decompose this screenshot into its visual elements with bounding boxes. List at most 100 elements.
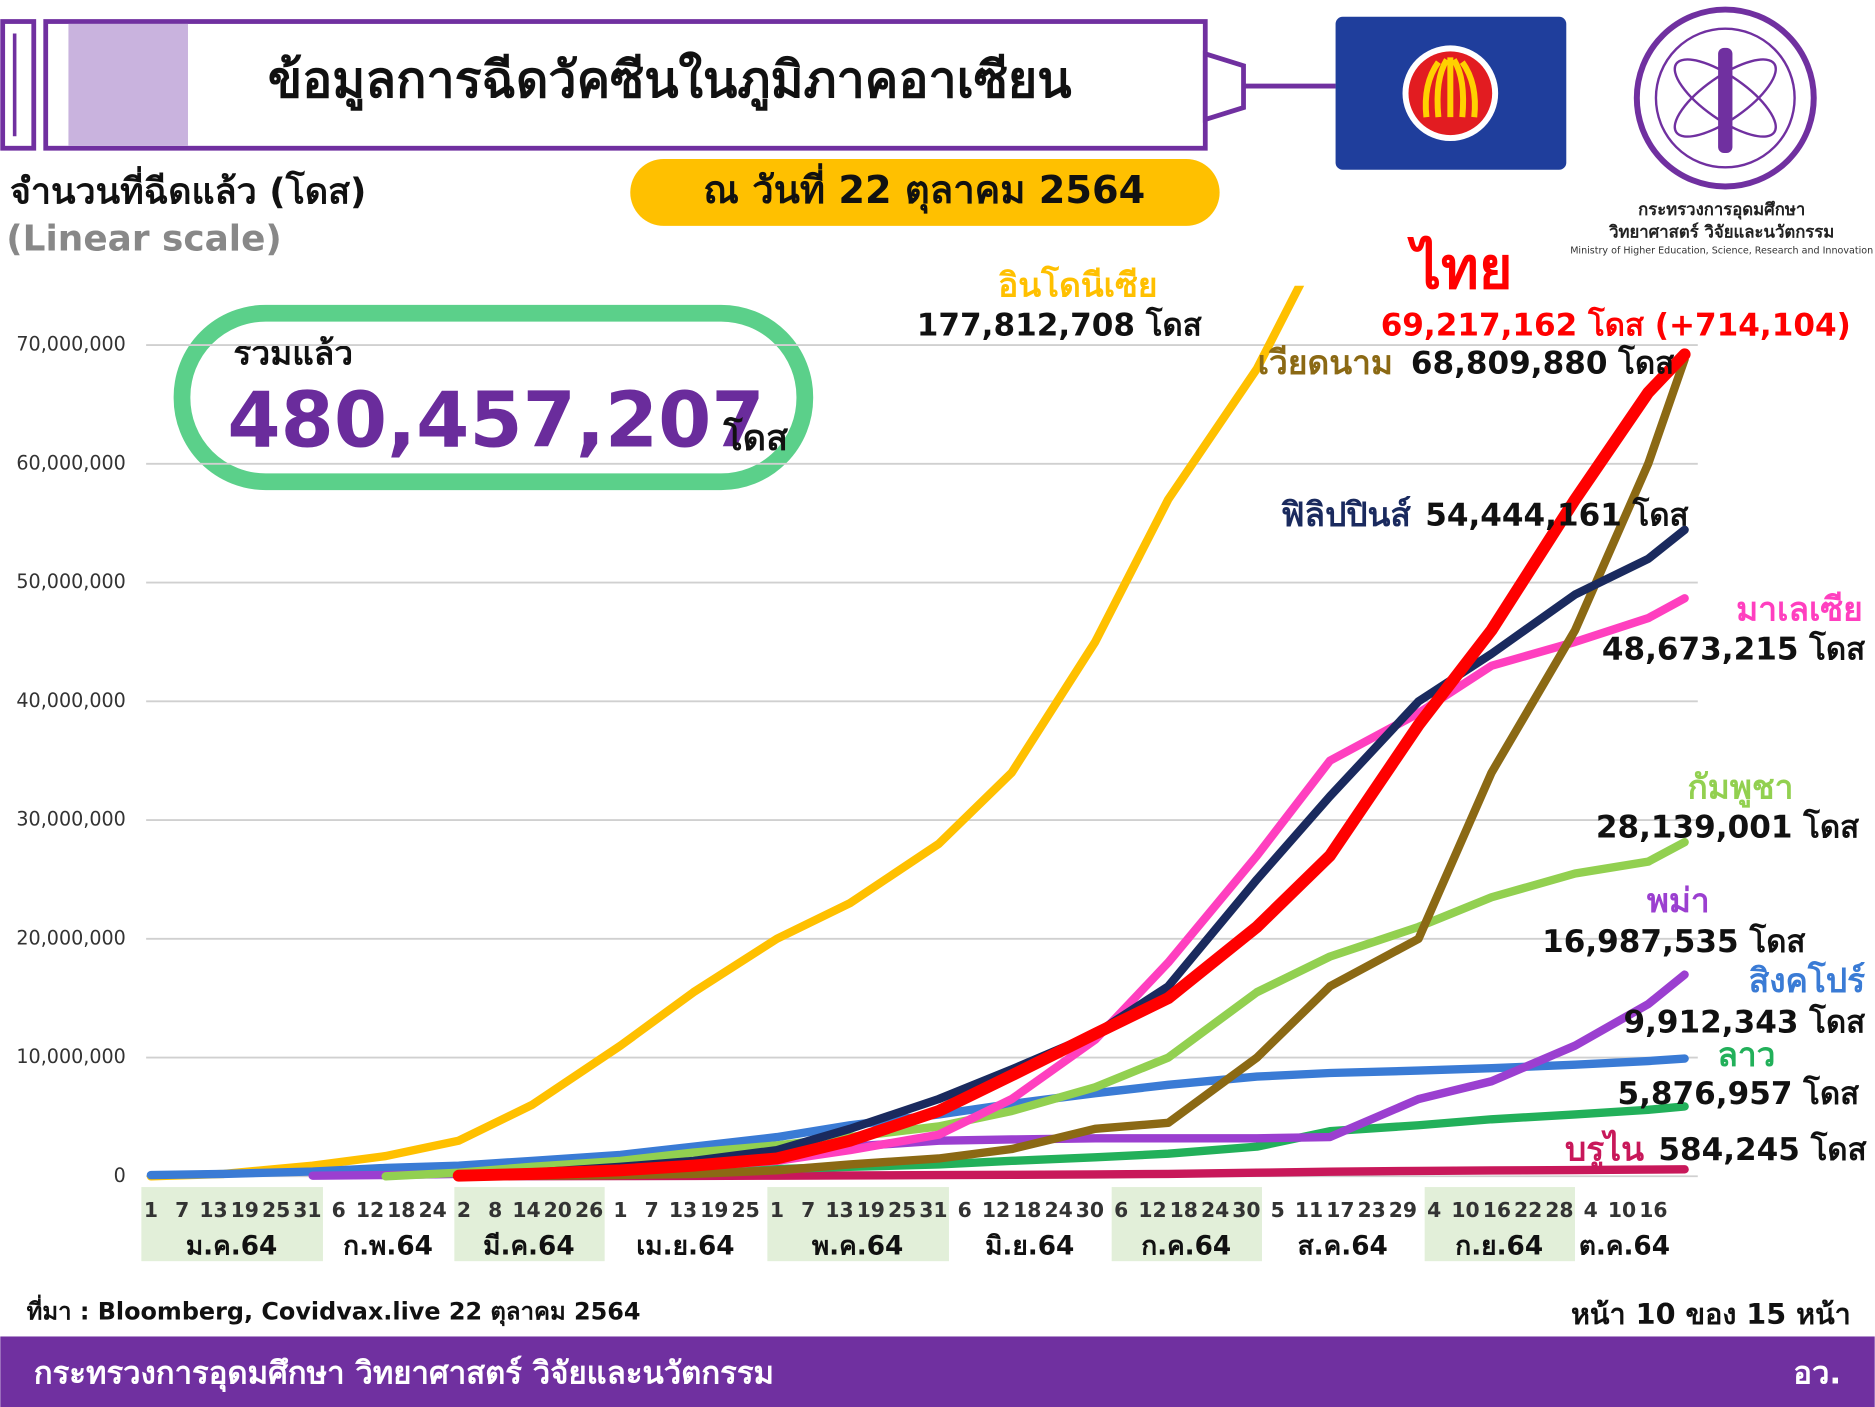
needle-base: [1202, 50, 1246, 123]
source: ที่มา : Bloomberg, Covidvax.live 22 ตุลา…: [27, 1295, 641, 1327]
month-label: มิ.ย.64: [985, 1231, 1074, 1261]
x-tick-label: 18: [1170, 1198, 1198, 1222]
y-tick-label: 20,000,000: [16, 926, 125, 949]
legend-label: สิงคโปร์: [1749, 961, 1865, 1000]
month-label: ต.ค.64: [1579, 1231, 1670, 1261]
x-tick-label: 10: [1451, 1198, 1479, 1222]
legend-label: อินโดนีเซีย: [998, 265, 1157, 304]
series-line: [527, 355, 1689, 1180]
month-shade: [454, 1187, 605, 1262]
x-tick-label: 28: [1545, 1198, 1573, 1222]
value-label: 28,139,001 โดส: [1596, 807, 1859, 845]
x-tick-label: 12: [982, 1198, 1010, 1222]
x-tick-label: 16: [1639, 1198, 1667, 1222]
barrel-fill: [68, 23, 188, 146]
plunger: [0, 19, 37, 151]
x-tick-label: 18: [387, 1198, 415, 1222]
logo-sword: [1718, 47, 1733, 154]
x-tick-label: 1: [770, 1198, 784, 1222]
x-tick-label: 31: [293, 1198, 321, 1222]
barrel: [43, 19, 1208, 151]
x-tick-label: 19: [857, 1198, 885, 1222]
x-tick-label: 19: [700, 1198, 728, 1222]
ministry-logo: [1633, 6, 1817, 190]
value-label: 584,245 โดส: [1658, 1130, 1866, 1168]
asean-flag: [1335, 16, 1567, 170]
x-tick-label: 4: [1584, 1198, 1598, 1222]
x-tick-label: 1: [144, 1198, 158, 1222]
x-tick-label: 23: [1357, 1198, 1385, 1222]
title: ข้อมูลการฉีดวัคซีนในภูมิภาคอาเซียน: [268, 50, 1072, 111]
month-shade: [767, 1187, 949, 1262]
x-tick-label: 24: [1201, 1198, 1229, 1222]
x-tick-label: 7: [801, 1198, 815, 1222]
x-tick-label: 25: [888, 1198, 916, 1222]
value-label: 69,217,162 โดส (+714,104): [1381, 305, 1851, 343]
x-tick-label: 6: [958, 1198, 972, 1222]
x-axis: 1 7 13 19 25 31ม.ค.646 12 18 24ก.พ.642 8 14 20 26มี.…: [141, 1187, 1670, 1262]
ministry-name-en: Ministry of Higher Education, Science, R…: [1570, 246, 1873, 257]
x-tick-label: 6: [332, 1198, 346, 1222]
month-label: ก.พ.64: [343, 1231, 433, 1261]
logo-orbit: [1673, 58, 1777, 138]
total-unit: โดส: [723, 416, 789, 459]
lines: [146, 285, 1691, 1182]
x-tick-label: 13: [669, 1198, 697, 1222]
value-label: 48,673,215 โดส: [1602, 629, 1865, 667]
x-tick-label: 4: [1427, 1198, 1441, 1222]
value-label: 54,444,161 โดส: [1425, 495, 1688, 533]
legend-label: เวียดนาม: [1258, 343, 1393, 382]
y-axis-label: จำนวนที่ฉีดแล้ว (โดส): [10, 166, 367, 213]
x-tick-label: 24: [1044, 1198, 1072, 1222]
syringe-banner: [0, 19, 1336, 151]
y-tick-label: 0: [114, 1164, 126, 1187]
y-tick-label: 10,000,000: [16, 1045, 125, 1068]
x-tick-label: 13: [825, 1198, 853, 1222]
ministry-name: กระทรวงการอุดมศึกษา: [1638, 199, 1805, 220]
month-label: ส.ค.64: [1298, 1231, 1388, 1261]
month-label: พ.ค.64: [812, 1231, 903, 1261]
x-tick-label: 18: [1013, 1198, 1041, 1222]
legend-label: ไทย: [1406, 235, 1512, 302]
legend-label: บรูไน: [1565, 1130, 1644, 1171]
value-label: 68,809,880 โดส: [1411, 344, 1674, 382]
x-tick-label: 1: [613, 1198, 627, 1222]
grid: 0 10,000,000 20,000,000 30,000,000 40,000,00…: [16, 333, 1698, 1187]
x-tick-label: 24: [418, 1198, 446, 1222]
footer-ministry: กระทรวงการอุดมศึกษา วิทยาศาสตร์ วิจัยและ…: [34, 1356, 774, 1393]
x-tick-label: 7: [175, 1198, 189, 1222]
x-tick-label: 8: [488, 1198, 502, 1222]
y-tick-label: 50,000,000: [16, 570, 125, 593]
legend-label: มาเลเซีย: [1736, 589, 1863, 628]
date-pill: [630, 158, 1220, 226]
x-tick-label: 20: [544, 1198, 572, 1222]
x-tick-label: 22: [1514, 1198, 1542, 1222]
ministry-name: วิทยาศาสตร์ วิจัยและนวัตกรรม: [1608, 222, 1834, 242]
x-tick-label: 13: [199, 1198, 227, 1222]
x-tick-label: 17: [1326, 1198, 1354, 1222]
total-box: [173, 304, 814, 491]
series-line: [146, 285, 1305, 1181]
series-line: [452, 348, 1691, 1182]
footer-band: [0, 1336, 1875, 1407]
x-tick-label: 25: [262, 1198, 290, 1222]
x-tick-label: 31: [919, 1198, 947, 1222]
y-tick-label: 60,000,000: [16, 451, 125, 474]
logo-orbit: [1673, 58, 1777, 138]
x-tick-label: 26: [575, 1198, 603, 1222]
x-tick-label: 12: [1138, 1198, 1166, 1222]
month-label: ก.ย.64: [1455, 1231, 1543, 1261]
date: ณ วันที่ 22 ตุลาคม 2564: [703, 163, 1145, 214]
x-tick-label: 7: [645, 1198, 659, 1222]
footer-abbrev: อว.: [1793, 1356, 1841, 1392]
legend-label: ลาว: [1717, 1035, 1775, 1074]
month-label: เม.ย.64: [636, 1231, 734, 1261]
x-tick-label: 30: [1076, 1198, 1104, 1222]
month-label: มี.ค.64: [483, 1231, 574, 1261]
month-label: ม.ค.64: [186, 1231, 277, 1261]
legend-label: กัมพูชา: [1688, 767, 1794, 808]
x-tick-label: 5: [1271, 1198, 1285, 1222]
x-tick-label: 2: [457, 1198, 471, 1222]
legend-label: พม่า: [1647, 881, 1710, 920]
